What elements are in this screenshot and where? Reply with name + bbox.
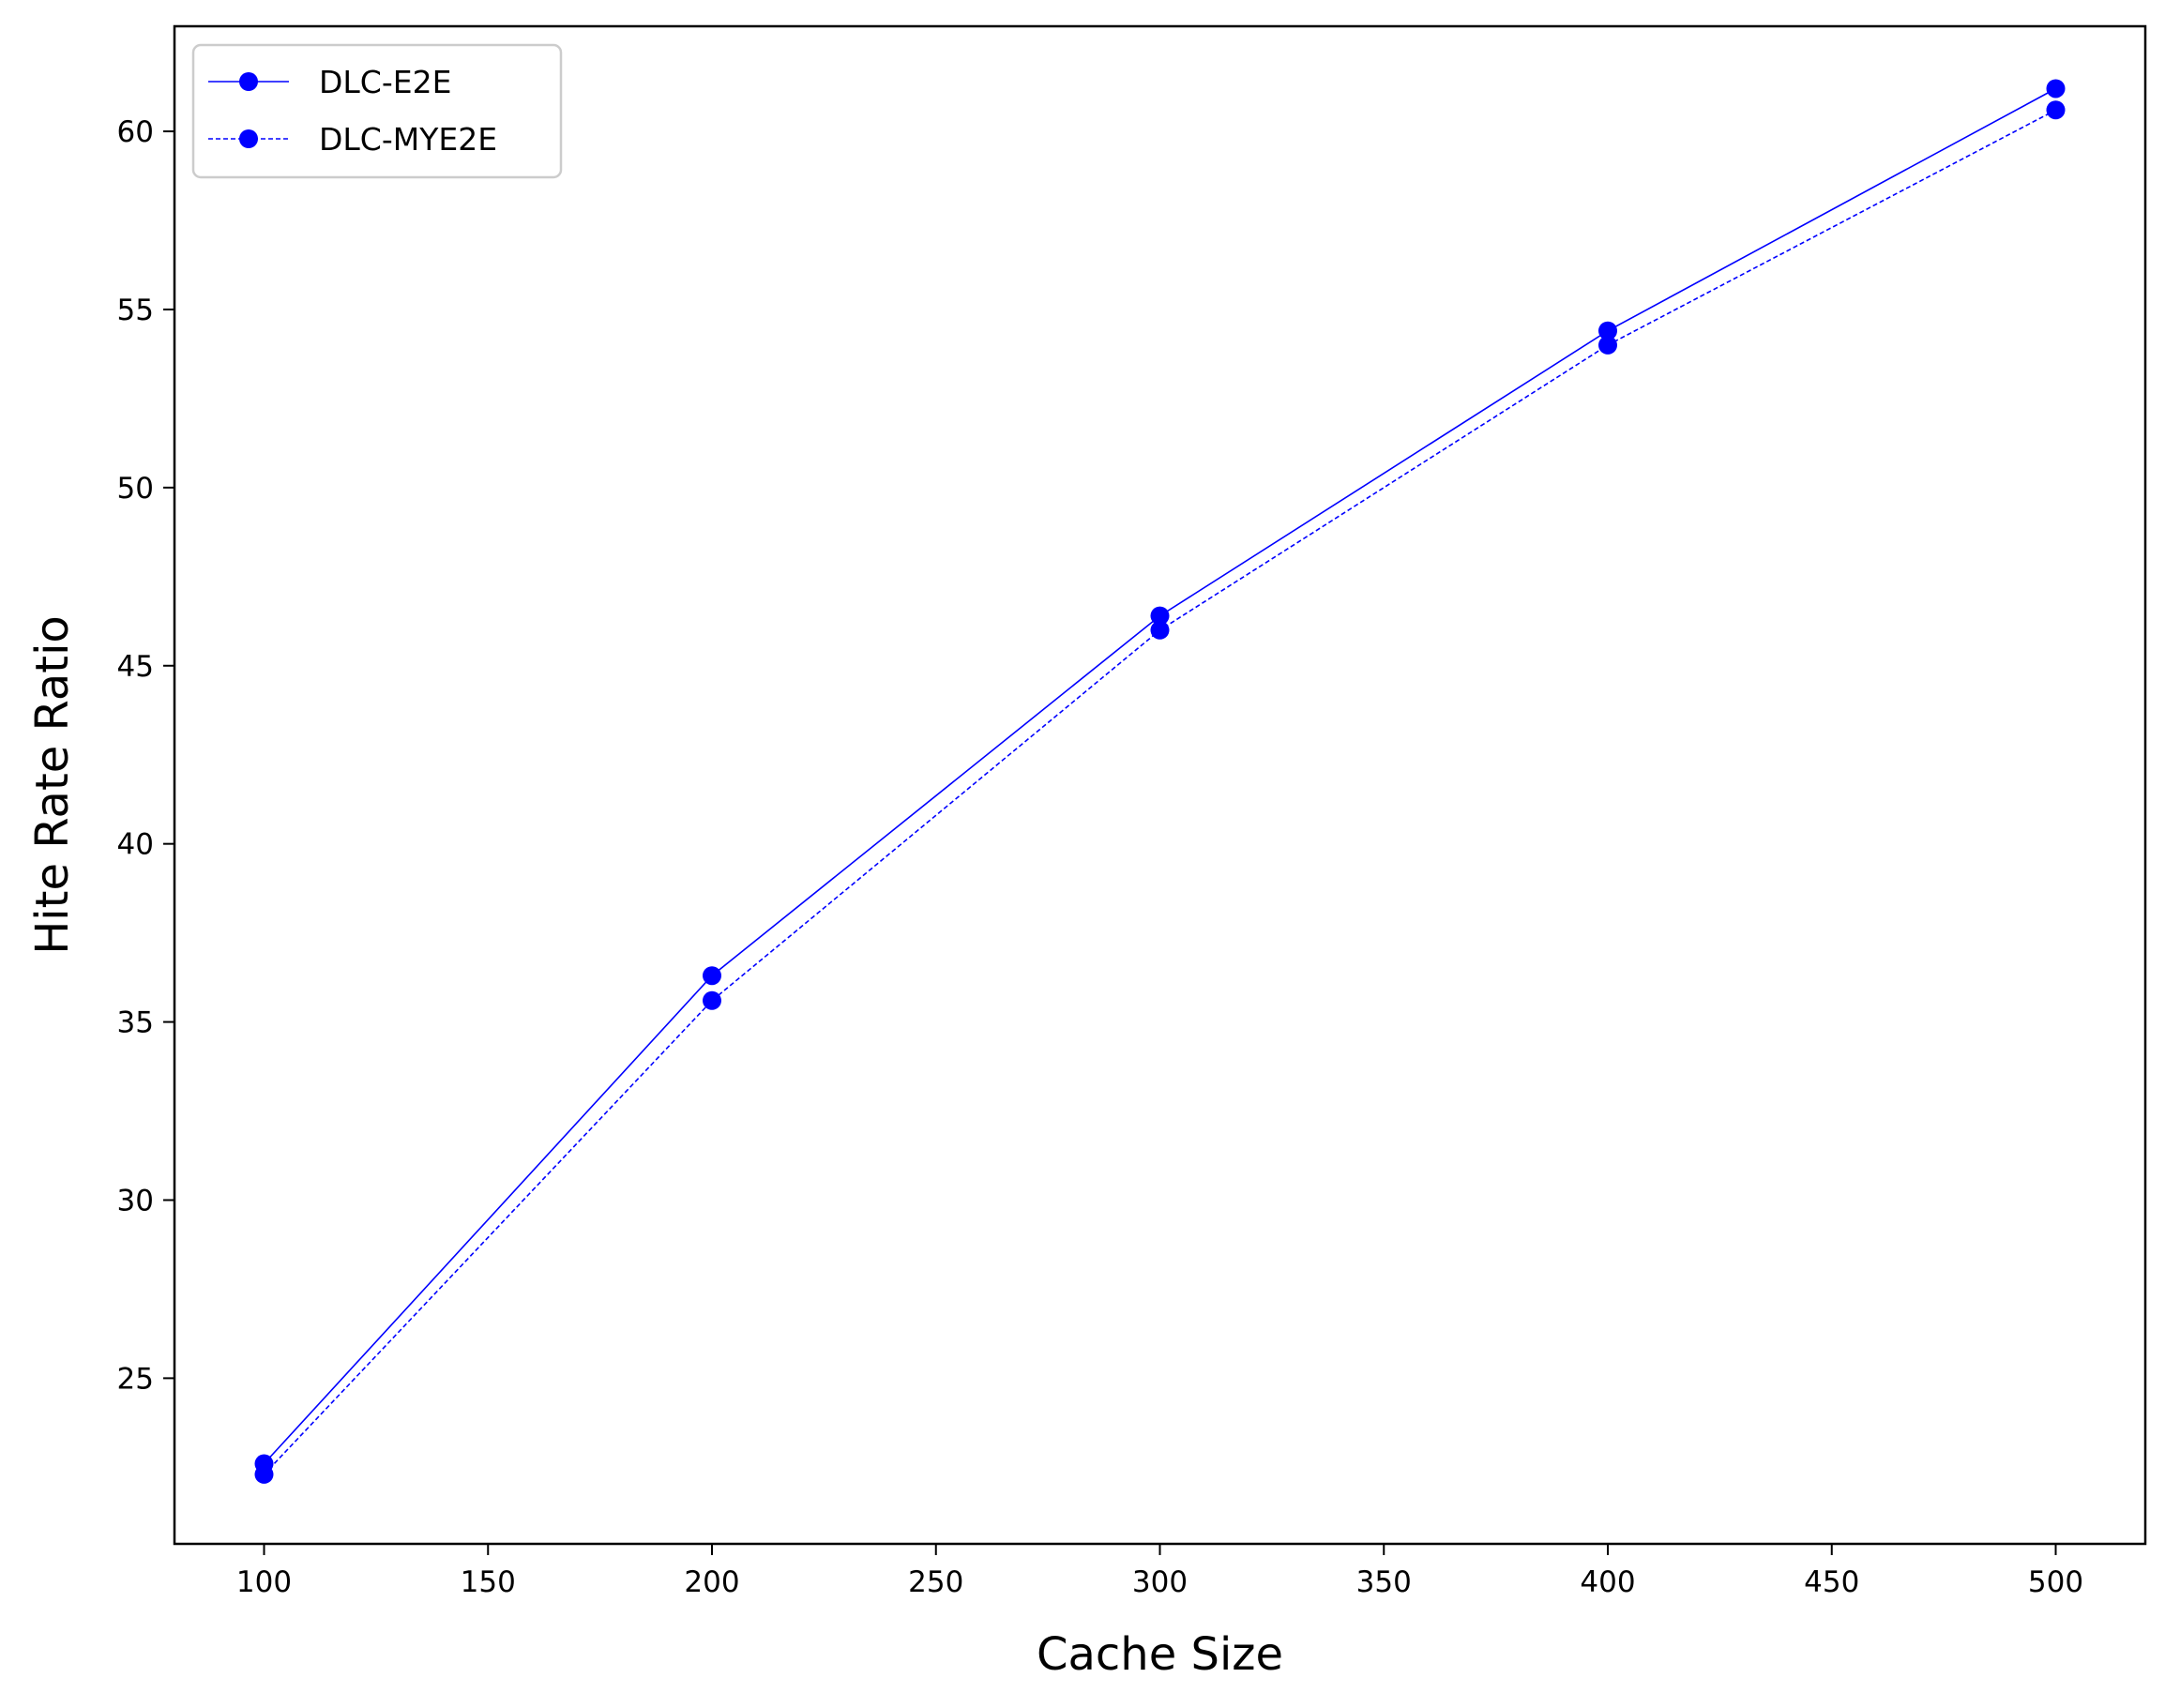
- x-tick-label: 300: [1132, 1565, 1188, 1599]
- data-point-dlc-mye2e: [2046, 100, 2066, 120]
- x-tick-label: 450: [1804, 1565, 1859, 1599]
- x-tick-label: 100: [236, 1565, 292, 1599]
- data-point-dlc-mye2e: [254, 1464, 274, 1484]
- data-point-dlc-e2e: [2046, 79, 2066, 98]
- y-tick-label: 55: [117, 294, 154, 327]
- data-point-dlc-mye2e: [703, 990, 721, 1010]
- y-tick-label: 25: [117, 1362, 154, 1396]
- x-axis-ticks: 100 150 200 250 300 350 400 450 500: [236, 1544, 2083, 1599]
- data-point-dlc-e2e: [1598, 321, 1617, 340]
- x-tick-label: 250: [908, 1565, 963, 1599]
- y-axis-label: Hite Rate Ratio: [26, 615, 79, 955]
- data-point-dlc-mye2e: [1598, 335, 1617, 355]
- data-point-dlc-e2e: [703, 966, 721, 986]
- y-tick-label: 30: [117, 1184, 154, 1217]
- x-tick-label: 350: [1356, 1565, 1412, 1599]
- legend-marker-dlc-mye2e: [239, 129, 258, 148]
- x-tick-label: 200: [684, 1565, 739, 1599]
- y-axis-ticks: 25 30 35 40 45 50 55 60: [117, 115, 174, 1396]
- data-point-dlc-mye2e: [1150, 620, 1170, 640]
- legend-label-dlc-mye2e: DLC-MYE2E: [319, 121, 497, 158]
- legend-box: [191, 43, 563, 179]
- x-axis-label: Cache Size: [1037, 1628, 1283, 1681]
- y-tick-label: 60: [117, 115, 154, 149]
- x-tick-label: 150: [461, 1565, 516, 1599]
- legend: DLC-E2E DLC-MYE2E: [191, 43, 563, 179]
- y-tick-label: 50: [117, 472, 154, 506]
- y-tick-label: 35: [117, 1006, 154, 1040]
- plot-frame: [173, 24, 2147, 1546]
- x-tick-label: 500: [2028, 1565, 2083, 1599]
- legend-marker-dlc-e2e: [239, 72, 258, 91]
- y-tick-label: 45: [117, 650, 154, 684]
- series-layer: [254, 79, 2066, 1484]
- x-tick-label: 400: [1580, 1565, 1635, 1599]
- legend-label-dlc-e2e: DLC-E2E: [319, 64, 451, 100]
- data-point-dlc-e2e: [1150, 606, 1170, 626]
- y-tick-label: 40: [117, 828, 154, 862]
